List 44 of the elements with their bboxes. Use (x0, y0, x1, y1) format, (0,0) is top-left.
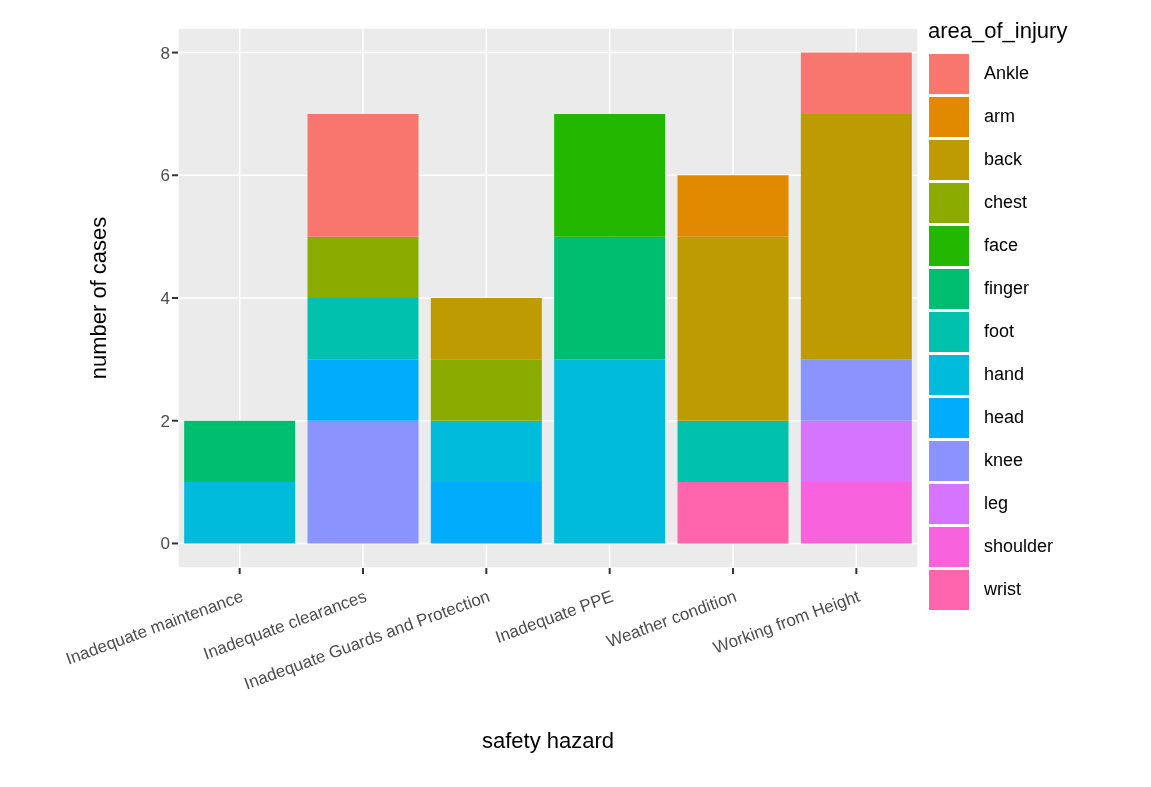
bar (554, 359, 666, 544)
bar (307, 359, 419, 421)
bar (430, 482, 542, 544)
bar (800, 482, 912, 544)
bar (430, 298, 542, 360)
bar (307, 420, 419, 544)
legend-label: arm (984, 106, 1015, 127)
bar (677, 482, 789, 544)
bar (677, 420, 789, 483)
legend-label: leg (984, 493, 1009, 514)
bar (800, 52, 912, 114)
legend-label: knee (984, 450, 1024, 471)
legend-label: Ankle (984, 63, 1030, 84)
legend-label: finger (984, 278, 1030, 299)
bar (430, 420, 542, 483)
bar (677, 236, 789, 421)
legend-label: hand (984, 364, 1025, 385)
legend-label: head (984, 407, 1025, 428)
bar (430, 359, 542, 421)
legend-label: face (984, 235, 1019, 256)
y-tick-label: 0 (160, 534, 170, 554)
legend-title: area_of_injury (928, 18, 1068, 44)
bar (554, 113, 666, 237)
legend-label: chest (984, 192, 1028, 213)
y-tick-label: 4 (160, 289, 170, 309)
y-axis-title: number of cases (85, 216, 111, 380)
y-tick-label: 6 (160, 166, 170, 186)
bar (307, 236, 419, 298)
bar (554, 236, 666, 360)
bar (800, 113, 912, 360)
x-axis-title: safety hazard (481, 728, 615, 753)
y-tick-label: 2 (160, 411, 170, 431)
legend-label: wrist (984, 579, 1021, 600)
legend-label: shoulder (984, 536, 1054, 557)
bar (307, 113, 419, 237)
bar (184, 420, 296, 483)
bar (307, 298, 419, 360)
legend-label: foot (984, 321, 1015, 342)
bar (677, 175, 789, 237)
bar (800, 359, 912, 421)
bar (184, 482, 296, 544)
y-tick-label: 8 (160, 43, 170, 63)
legend-label: back (984, 149, 1023, 170)
bar (800, 420, 912, 483)
